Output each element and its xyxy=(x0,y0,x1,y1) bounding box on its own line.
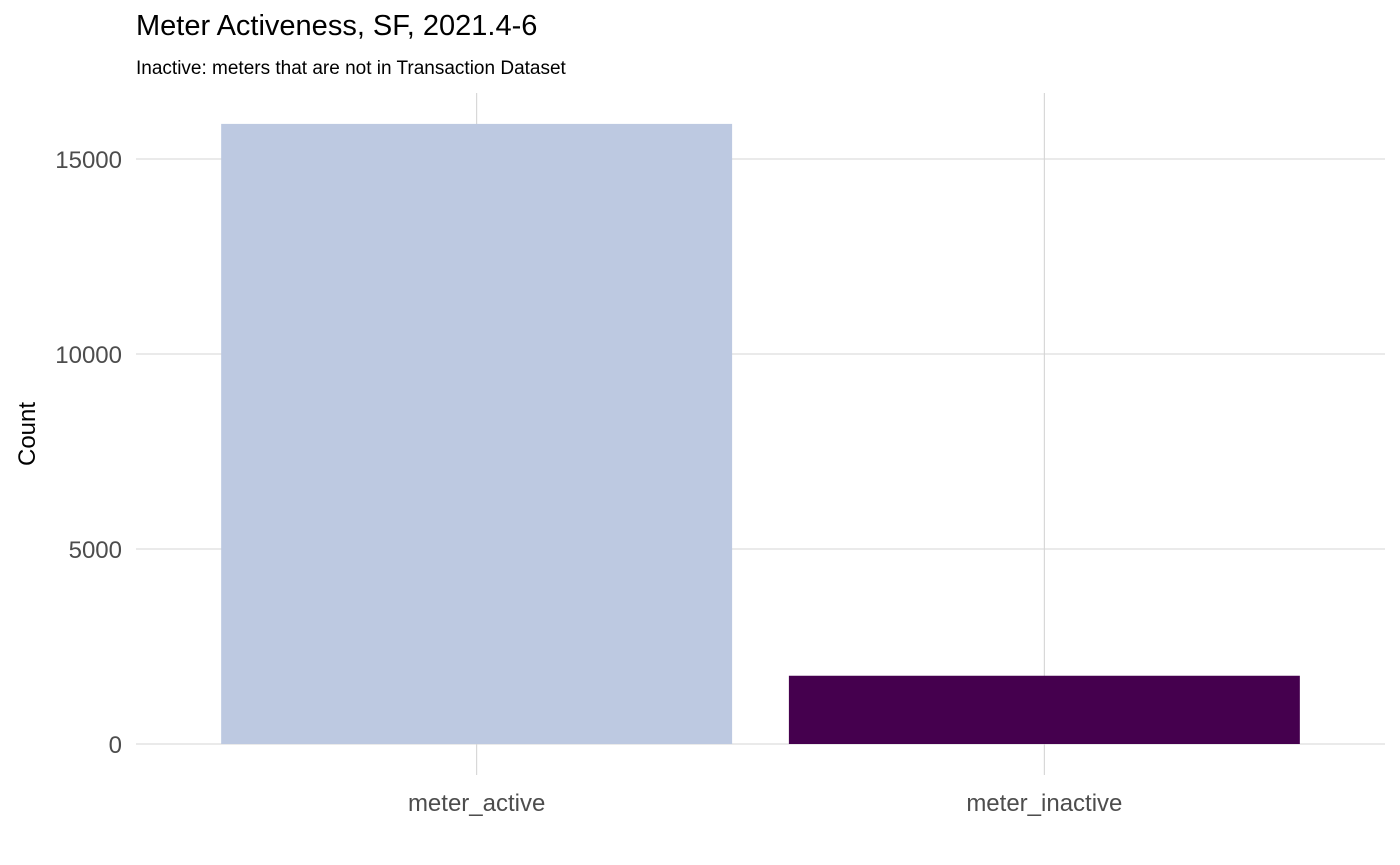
bar-meter-active xyxy=(221,123,733,744)
y-tick-label: 10000 xyxy=(55,342,122,369)
y-axis-tick-labels: 0 5000 10000 15000 xyxy=(55,147,122,759)
chart-title: Meter Activeness, SF, 2021.4-6 xyxy=(136,10,538,42)
x-tick-label: meter_active xyxy=(408,790,545,817)
y-tick-label: 15000 xyxy=(55,147,122,174)
x-axis-tick-labels: meter_active meter_inactive xyxy=(408,790,1122,817)
x-tick-label: meter_inactive xyxy=(966,790,1122,817)
y-axis-title: Count xyxy=(14,402,41,466)
bar-meter-inactive xyxy=(788,675,1300,744)
chart-subtitle: Inactive: meters that are not in Transac… xyxy=(136,58,566,79)
y-tick-label: 0 xyxy=(109,732,122,759)
bars xyxy=(221,123,1300,744)
y-tick-label: 5000 xyxy=(69,537,122,564)
